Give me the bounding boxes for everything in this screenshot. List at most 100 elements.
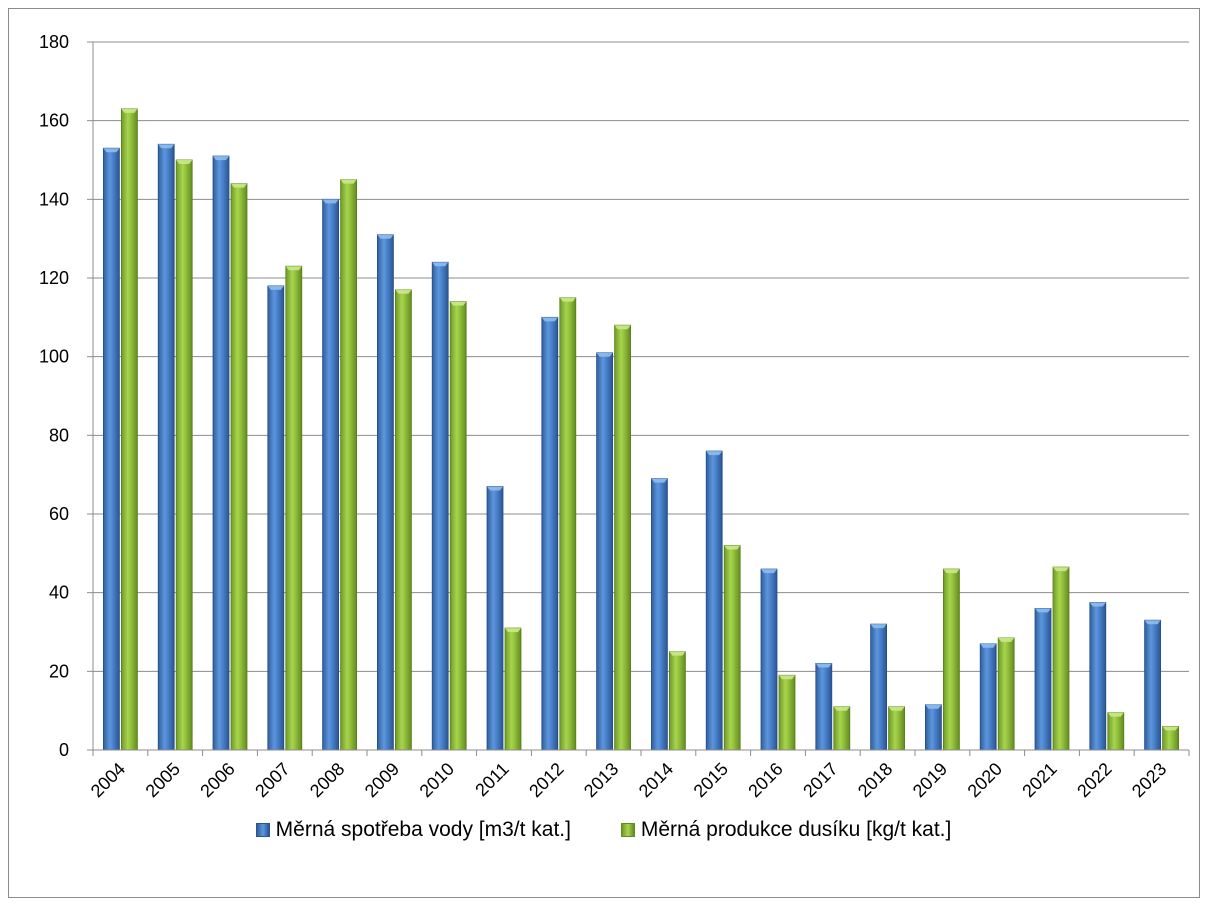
bar-nitrogen-2015 — [723, 545, 741, 751]
bar-cap-nitrogen-2005 — [176, 160, 193, 164]
bars — [103, 108, 1179, 751]
bar-nitrogen-2018 — [888, 706, 905, 751]
bar-nitrogen-2014 — [669, 651, 686, 751]
bar-water-2013 — [596, 352, 613, 751]
x-tick-label-2008: 2008 — [306, 759, 348, 801]
bar-cap-water-2009 — [377, 234, 394, 239]
bar-water-2014 — [651, 478, 668, 751]
bar-cap-nitrogen-2022 — [1107, 712, 1124, 717]
bar-nitrogen-2012 — [559, 297, 577, 751]
bar-water-2010 — [431, 261, 449, 751]
bar-water-2020 — [979, 643, 997, 751]
bar-nitrogen-2005 — [175, 159, 193, 751]
bar-nitrogen-2016 — [778, 674, 796, 751]
bar-water-2007 — [267, 285, 285, 751]
bar-water-2004 — [103, 147, 120, 751]
bar-cap-water-2010 — [432, 262, 449, 267]
bar-nitrogen-2010 — [449, 301, 467, 751]
bar-cap-nitrogen-2006 — [231, 183, 247, 188]
bar-cap-water-2019 — [925, 704, 942, 709]
bar-cap-water-2012 — [541, 317, 558, 322]
bar-nitrogen-2020 — [997, 637, 1015, 751]
bar-cap-nitrogen-2010 — [450, 301, 467, 306]
bar-water-2021 — [1034, 608, 1052, 751]
bar-cap-water-2018 — [870, 624, 887, 629]
bar-nitrogen-2022 — [1107, 712, 1125, 751]
bar-cap-nitrogen-2020 — [998, 637, 1015, 642]
x-tick-label-2019: 2019 — [909, 759, 951, 801]
x-tick-label-2014: 2014 — [635, 759, 677, 801]
bar-cap-water-2004 — [103, 148, 120, 153]
bar-nitrogen-2008 — [340, 179, 358, 751]
x-tick-label-2013: 2013 — [580, 759, 622, 801]
bar-water-2015 — [705, 450, 723, 751]
x-tick-label-2022: 2022 — [1073, 759, 1115, 801]
bar-cap-nitrogen-2019 — [943, 569, 960, 574]
legend-item-water: Měrná spotřeba vody [m3/t kat.] — [255, 818, 571, 842]
bar-nitrogen-2017 — [833, 706, 851, 751]
bar-water-2011 — [486, 486, 504, 751]
y-tick-label-80: 80 — [49, 425, 69, 445]
bar-water-2005 — [157, 143, 175, 751]
x-tick-label-2017: 2017 — [799, 759, 841, 801]
x-tick-label-2018: 2018 — [854, 759, 896, 801]
bar-water-2009 — [376, 234, 394, 751]
bar-water-2006 — [212, 155, 230, 751]
x-tick-label-2016: 2016 — [744, 759, 786, 801]
x-tick-label-2009: 2009 — [361, 759, 403, 801]
bar-cap-nitrogen-2008 — [340, 179, 357, 184]
y-tick-label-160: 160 — [39, 111, 69, 131]
y-tick-label-60: 60 — [49, 504, 69, 524]
bar-cap-water-2008 — [322, 199, 339, 204]
bar-cap-nitrogen-2009 — [395, 289, 412, 294]
legend-item-nitrogen: Měrná produkce dusíku [kg/t kat.] — [620, 818, 951, 842]
bar-nitrogen-2007 — [285, 265, 303, 751]
bar-cap-water-2005 — [158, 144, 175, 149]
bar-cap-nitrogen-2013 — [614, 325, 631, 330]
bar-cap-water-2015 — [706, 451, 723, 456]
bar-cap-nitrogen-2012 — [559, 297, 576, 302]
bar-cap-water-2017 — [815, 663, 832, 668]
bar-cap-water-2023 — [1144, 620, 1161, 625]
bar-water-2019 — [925, 704, 942, 751]
bar-water-2022 — [1089, 602, 1107, 751]
legend-swatch-nitrogen — [620, 823, 635, 837]
axes — [87, 41, 1190, 756]
bar-water-2016 — [760, 568, 778, 751]
x-tick-label-2012: 2012 — [525, 759, 567, 801]
bar-nitrogen-2004 — [121, 108, 138, 751]
bar-cap-water-2016 — [761, 569, 777, 574]
x-tick-label-2004: 2004 — [87, 759, 129, 801]
bar-nitrogen-2009 — [394, 289, 412, 751]
bar-cap-nitrogen-2021 — [1053, 567, 1069, 572]
x-tick-label-2011: 2011 — [471, 759, 513, 801]
bar-nitrogen-2019 — [943, 568, 960, 751]
legend-swatch-water — [255, 823, 270, 837]
bar-cap-water-2013 — [596, 352, 613, 357]
bar-cap-nitrogen-2016 — [779, 675, 795, 680]
y-tick-label-20: 20 — [49, 661, 69, 681]
bar-water-2012 — [541, 316, 559, 751]
x-tick-label-2021: 2021 — [1018, 759, 1060, 801]
y-tick-label-140: 140 — [39, 189, 69, 209]
x-tick-label-2007: 2007 — [251, 759, 293, 801]
x-tick-label-2006: 2006 — [196, 759, 238, 801]
legend: Měrná spotřeba vody [m3/t kat.] Měrná pr… — [0, 818, 1207, 843]
x-tick-label-2020: 2020 — [964, 759, 1006, 801]
bar-water-2017 — [815, 663, 833, 751]
x-tick-label-2010: 2010 — [416, 759, 458, 801]
bar-cap-water-2021 — [1035, 608, 1051, 613]
bar-nitrogen-2021 — [1052, 566, 1070, 751]
bar-nitrogen-2006 — [230, 183, 248, 751]
y-tick-label-120: 120 — [39, 268, 69, 288]
bar-cap-water-2006 — [213, 156, 229, 161]
y-tick-label-0: 0 — [59, 740, 69, 760]
bar-water-2008 — [322, 198, 340, 751]
bar-cap-nitrogen-2018 — [888, 706, 905, 711]
bar-cap-nitrogen-2014 — [669, 651, 686, 656]
y-tick-label-180: 180 — [39, 32, 69, 52]
bar-cap-water-2020 — [980, 643, 997, 648]
bar-cap-nitrogen-2015 — [724, 545, 741, 550]
bar-cap-water-2022 — [1089, 602, 1106, 607]
